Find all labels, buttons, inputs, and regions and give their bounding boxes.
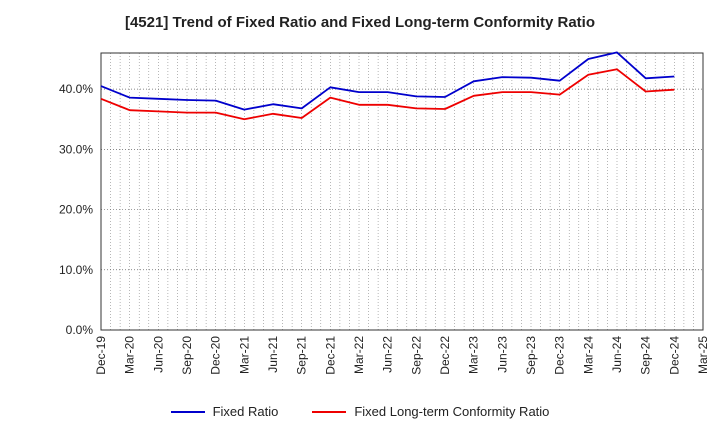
- x-tick-label: Jun-23: [495, 336, 509, 373]
- x-tick-label: Mar-23: [467, 336, 481, 374]
- chart-legend: Fixed Ratio Fixed Long-term Conformity R…: [0, 404, 720, 419]
- x-tick-label: Dec-24: [667, 336, 681, 375]
- x-tick-label: Sep-21: [295, 336, 309, 375]
- y-tick-label: 20.0%: [59, 203, 93, 217]
- x-tick-label: Sep-24: [639, 336, 653, 375]
- x-tick-label: Jun-22: [381, 336, 395, 373]
- x-tick-label: Sep-22: [409, 336, 423, 375]
- x-tick-label: Dec-20: [209, 336, 223, 375]
- legend-item-conformity-ratio: Fixed Long-term Conformity Ratio: [312, 404, 549, 419]
- x-tick-label: Dec-23: [553, 336, 567, 375]
- x-tick-label: Jun-24: [610, 336, 624, 373]
- legend-label-fixed-ratio: Fixed Ratio: [212, 404, 279, 419]
- y-tick-label: 10.0%: [59, 263, 93, 277]
- x-tick-label: Mar-25: [696, 336, 710, 374]
- x-tick-label: Jun-20: [151, 336, 165, 373]
- plot-area-border: [100, 52, 704, 331]
- x-tick-label: Mar-22: [352, 336, 366, 374]
- chart-title: [4521] Trend of Fixed Ratio and Fixed Lo…: [124, 14, 596, 31]
- y-tick-label: 30.0%: [59, 142, 93, 156]
- legend-swatch-fixed-ratio: [170, 410, 205, 413]
- x-tick-label: Sep-23: [524, 336, 538, 375]
- legend-label-conformity-ratio: Fixed Long-term Conformity Ratio: [354, 404, 550, 419]
- x-tick-label: Mar-21: [237, 336, 251, 374]
- x-tick-label: Jun-21: [266, 336, 280, 373]
- x-tick-label: Mar-20: [123, 336, 137, 374]
- legend-swatch-conformity-ratio: [312, 410, 347, 413]
- y-tick-label: 0.0%: [66, 323, 94, 337]
- series-line-fixed-ratio: [100, 51, 675, 111]
- x-tick-label: Sep-20: [180, 336, 194, 375]
- x-tick-label: Dec-21: [323, 336, 337, 375]
- x-tick-label: Dec-19: [94, 336, 108, 375]
- series-line-conformity-ratio: [100, 68, 675, 121]
- x-tick-label: Dec-22: [438, 336, 452, 375]
- y-tick-label: 40.0%: [59, 82, 93, 96]
- x-tick-label: Mar-24: [581, 336, 595, 374]
- legend-item-fixed-ratio: Fixed Ratio: [170, 404, 279, 419]
